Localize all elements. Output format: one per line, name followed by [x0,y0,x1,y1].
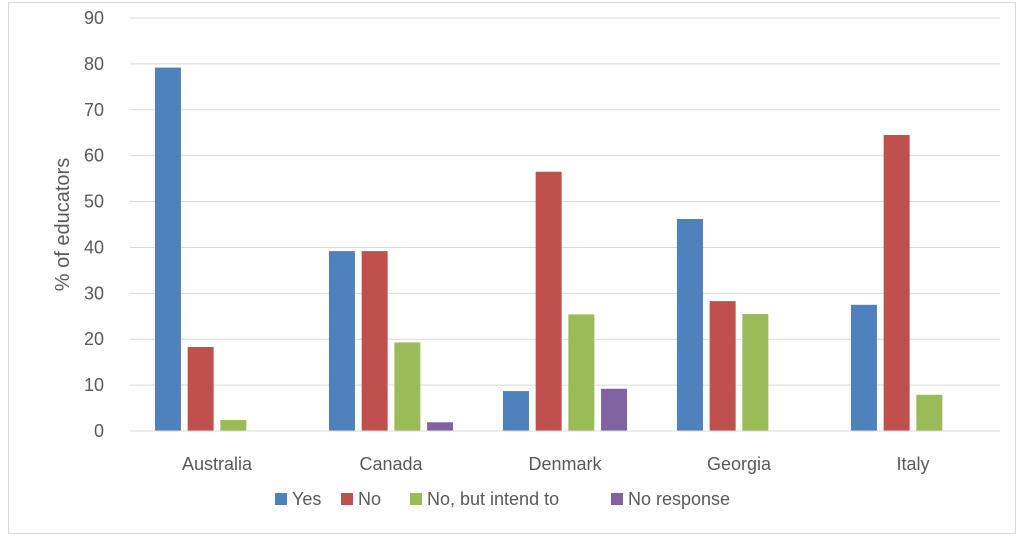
y-tick-label: 70 [84,100,104,120]
y-tick-label: 0 [94,421,104,441]
y-tick-label: 80 [84,54,104,74]
bar-yes-canada [328,251,355,431]
y-tick-label: 10 [84,375,104,395]
bar-no-denmark [535,171,562,431]
legend-swatch [611,493,623,505]
bar-yes-georgia [676,218,703,431]
bar-no-italy [883,135,910,431]
legend-label: Yes [292,489,321,509]
legend: Yes No No, but intend to No response [275,489,730,509]
y-tick-label: 20 [84,329,104,349]
y-tick-label: 50 [84,192,104,212]
legend-label: No response [628,489,730,509]
y-tick-label: 40 [84,237,104,257]
bar-no-canada [361,251,388,431]
x-tick-label: Denmark [528,454,602,474]
legend-swatch [410,493,422,505]
y-tick-label: 90 [84,8,104,28]
legend-swatch [341,493,353,505]
legend-swatch [275,493,287,505]
bar-no-but-intend-to-denmark [568,314,595,431]
bar-no-but-intend-to-italy [916,394,943,431]
bar-no-response-canada [427,422,454,431]
bar-yes-australia [154,67,181,431]
bar-no-australia [187,347,214,431]
bars [154,67,943,431]
x-tick-label: Georgia [707,454,772,474]
x-tick-label: Canada [359,454,423,474]
y-axis-title: % of educators [52,158,74,291]
bar-no-response-denmark [601,388,628,431]
bar-no-georgia [709,301,736,431]
x-axis-ticks: Australia Canada Denmark Georgia Italy [182,454,930,474]
bar-yes-italy [850,304,877,431]
bar-no-but-intend-to-australia [220,419,247,431]
x-tick-label: Italy [896,454,929,474]
y-tick-label: 30 [84,283,104,303]
bar-no-but-intend-to-georgia [742,313,769,431]
y-tick-label: 60 [84,146,104,166]
legend-label: No, but intend to [427,489,559,509]
bar-yes-denmark [502,391,529,431]
y-axis-ticks: 0 10 20 30 40 50 60 70 80 90 [84,8,104,441]
bar-no-but-intend-to-canada [394,342,421,431]
x-tick-label: Australia [182,454,253,474]
legend-label: No [358,489,381,509]
